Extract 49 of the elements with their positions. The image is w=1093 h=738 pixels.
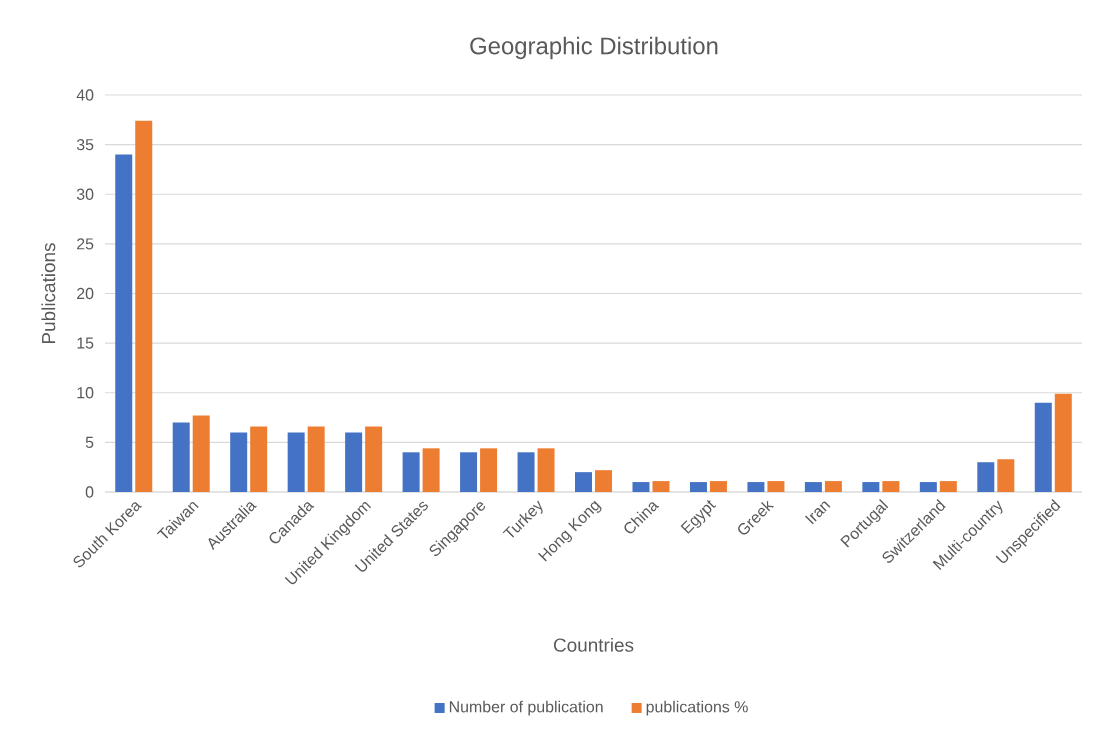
- bar: [1054, 393, 1072, 492]
- bar: [882, 481, 900, 492]
- bar: [422, 448, 440, 492]
- bar: [365, 426, 383, 492]
- bar: [939, 481, 957, 492]
- bar: [345, 432, 363, 492]
- bar: [595, 470, 613, 492]
- bar: [250, 426, 268, 492]
- bar: [919, 482, 937, 492]
- bar: [767, 481, 785, 492]
- chart-title: Geographic Distribution: [470, 36, 718, 60]
- bar: [537, 448, 555, 492]
- legend-label: publications %: [646, 700, 748, 716]
- x-axis-title: Countries: [553, 637, 634, 652]
- y-tick-label: 0: [85, 486, 94, 498]
- legend-label: Number of publication: [449, 700, 603, 716]
- bar: [480, 448, 498, 492]
- bar: [307, 426, 325, 492]
- bar: [135, 120, 153, 492]
- y-axis-title: Publications: [41, 243, 56, 343]
- bar: [575, 472, 593, 492]
- bar: [652, 481, 670, 492]
- bar: [287, 432, 305, 492]
- bar: [709, 481, 727, 492]
- bar: [230, 432, 248, 492]
- bar: [804, 482, 822, 492]
- x-tick-label: Iran: [805, 501, 831, 525]
- bar: [862, 482, 880, 492]
- y-tick-label: 20: [77, 287, 94, 300]
- y-tick-label: 25: [77, 238, 94, 250]
- y-tick-label: 10: [77, 387, 94, 399]
- bar: [1034, 402, 1052, 492]
- bar: [824, 481, 842, 492]
- bar: [977, 462, 995, 492]
- bar: [172, 422, 190, 492]
- bar: [689, 482, 707, 492]
- y-tick-label: 40: [76, 89, 94, 101]
- bar: [632, 482, 650, 492]
- bar: [402, 452, 420, 492]
- y-tick-label: 30: [76, 188, 94, 200]
- bar: [115, 154, 133, 492]
- y-tick-label: 35: [76, 138, 94, 151]
- bar: [997, 459, 1015, 492]
- y-tick-label: 5: [85, 436, 94, 448]
- bar: [460, 452, 478, 492]
- bar: [517, 452, 535, 492]
- bar: [747, 482, 765, 492]
- y-tick-label: 15: [77, 337, 94, 349]
- bar: [192, 415, 210, 492]
